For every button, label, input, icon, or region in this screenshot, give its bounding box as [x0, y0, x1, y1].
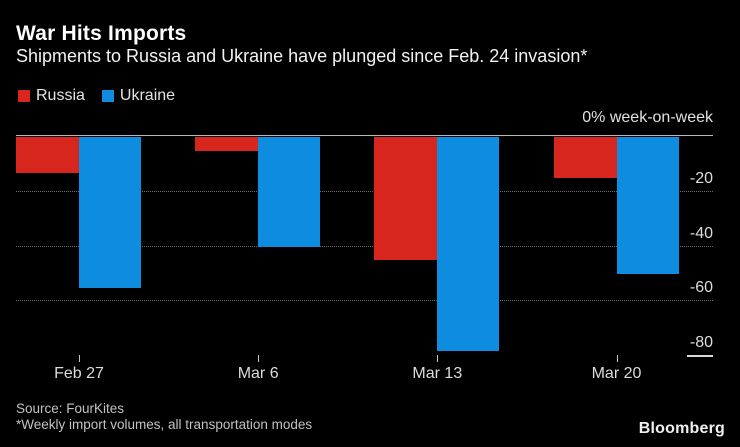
- russia-swatch-icon: [18, 90, 30, 102]
- legend-item-russia: Russia: [18, 86, 85, 106]
- x-axis-label-mar-13: Mar 13: [412, 365, 463, 382]
- legend-item-ukraine: Ukraine: [101, 86, 176, 106]
- legend-label-ukraine: Ukraine: [119, 87, 176, 104]
- zero-baseline: [16, 135, 713, 136]
- x-tick-feb-27: [79, 355, 80, 362]
- bar-russia-mar-6: [195, 137, 259, 151]
- footnote-line: *Weekly import volumes, all transportati…: [16, 417, 313, 432]
- y-tick-label--80: -80: [689, 334, 713, 351]
- x-axis-label-mar-20: Mar 20: [591, 365, 642, 382]
- gridline--20: [16, 190, 713, 192]
- bar-russia-mar-20: [553, 137, 617, 179]
- bar-ukraine-mar-20: [616, 137, 679, 274]
- bloomberg-logo: Bloomberg: [638, 420, 725, 437]
- bar-ukraine-mar-13: [437, 137, 500, 351]
- ukraine-swatch-icon: [101, 90, 114, 102]
- legend-label-russia: Russia: [36, 87, 85, 104]
- bar-ukraine-feb-27: [79, 137, 141, 288]
- x-axis-label-feb-27: Feb 27: [54, 365, 104, 382]
- bar-russia-mar-13: [374, 137, 438, 261]
- bar-russia-feb-27: [16, 137, 79, 173]
- chart-title: War Hits Imports: [16, 22, 187, 45]
- y-axis-unit-label: 0% week-on-week: [582, 109, 713, 126]
- x-tick-mar-13: [437, 355, 439, 362]
- source-line: Source: FourKites: [16, 401, 125, 416]
- chart-subtitle: Shipments to Russia and Ukraine have plu…: [16, 46, 588, 66]
- legend: Russia Ukraine: [18, 86, 175, 106]
- axis-end-line: [687, 355, 713, 357]
- gridline--40: [16, 245, 713, 247]
- x-axis-label-mar-6: Mar 6: [237, 365, 279, 382]
- y-tick-label--40: -40: [689, 224, 713, 242]
- x-tick-mar-20: [616, 355, 618, 362]
- y-tick-label--60: -60: [689, 279, 713, 297]
- gridline--60: [16, 300, 713, 302]
- x-tick-mar-6: [258, 355, 260, 362]
- bar-ukraine-mar-6: [258, 137, 321, 247]
- y-tick-label--20: -20: [689, 169, 713, 187]
- plot-area: -20 -40 -60 -80 Feb 27 Mar 6 Mar 13 Mar 20: [16, 136, 713, 382]
